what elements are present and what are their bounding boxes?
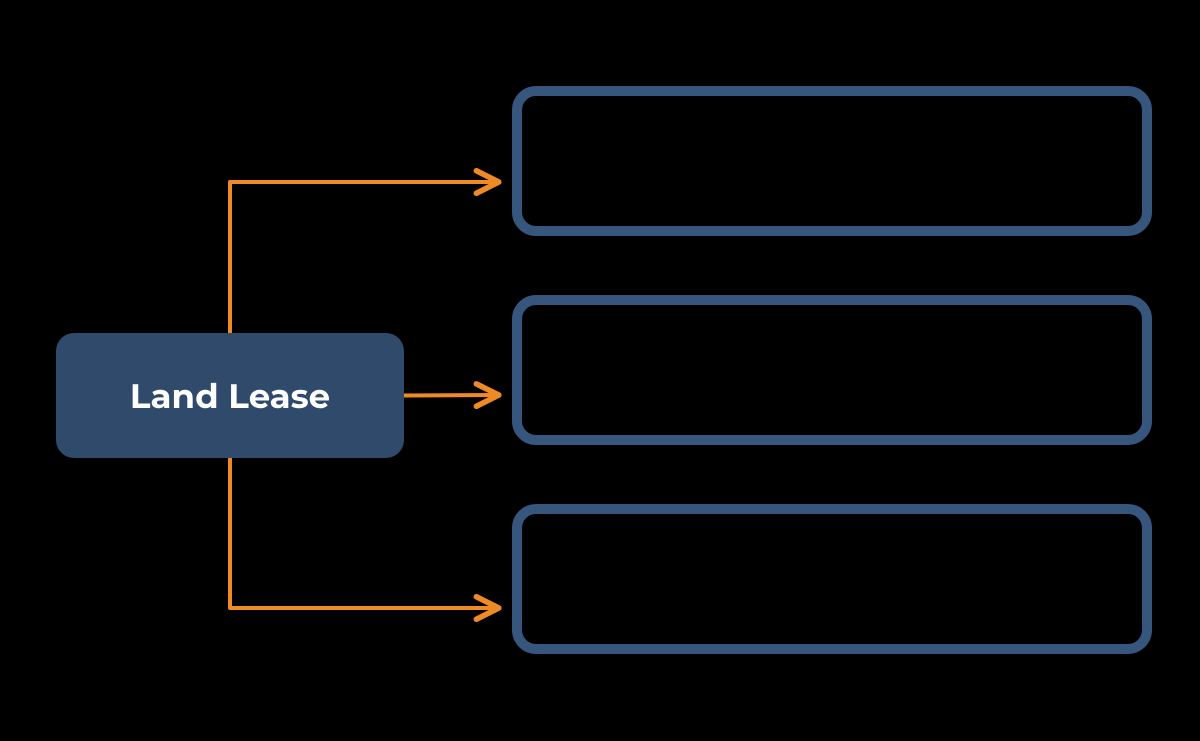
root-node-label: Land Lease bbox=[130, 375, 330, 417]
diagram-canvas: Land Lease bbox=[0, 0, 1200, 741]
child-node-2 bbox=[512, 295, 1152, 445]
child-node-1 bbox=[512, 86, 1152, 236]
root-node-land-lease: Land Lease bbox=[56, 333, 404, 458]
child-node-3 bbox=[512, 504, 1152, 654]
